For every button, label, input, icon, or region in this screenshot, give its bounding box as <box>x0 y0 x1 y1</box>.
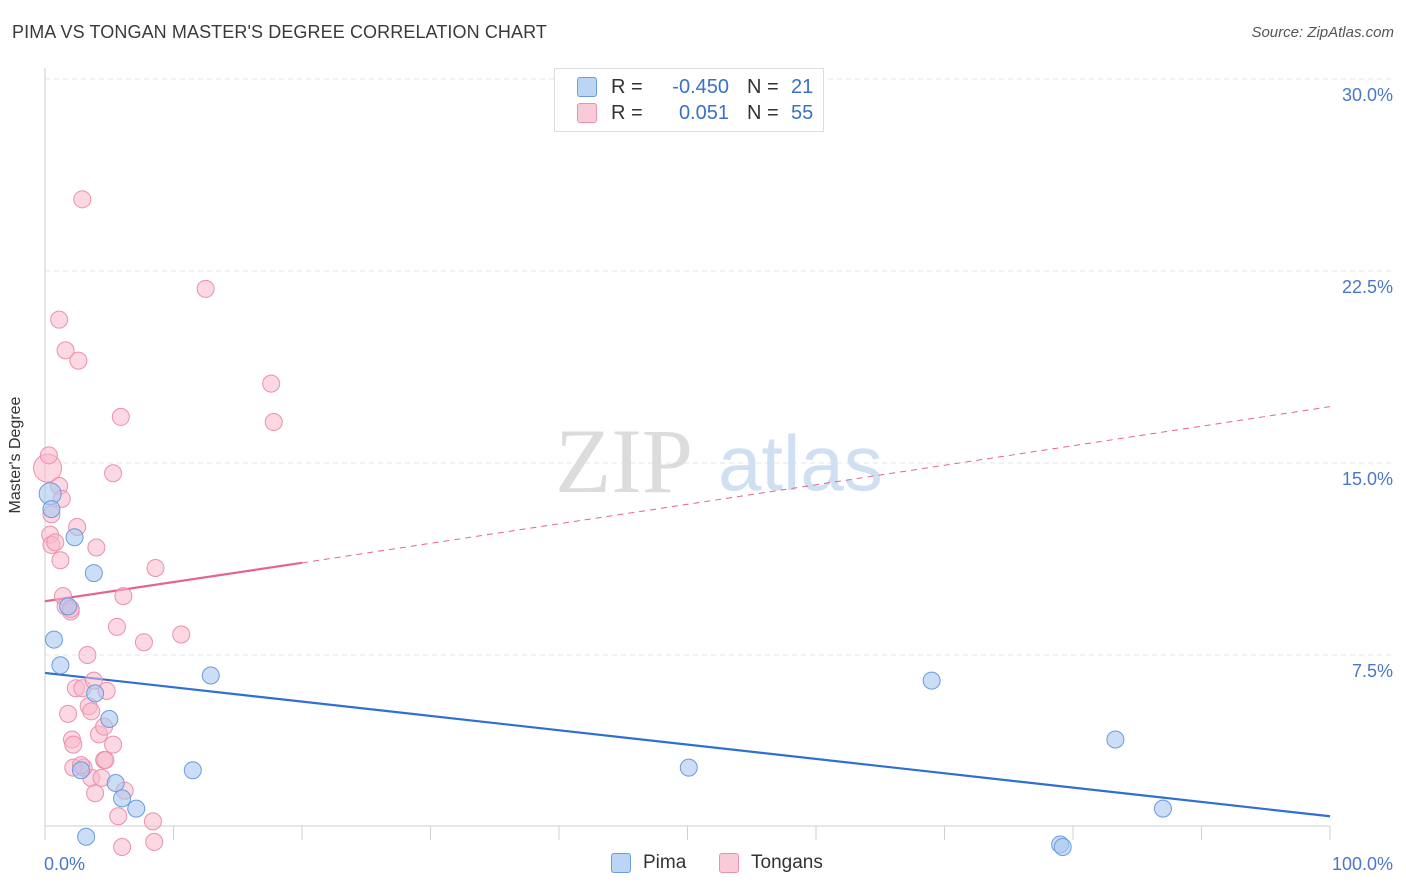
pima-point <box>127 799 146 818</box>
series-legend-label: Pima <box>643 852 687 873</box>
pima-point <box>84 564 103 583</box>
legend-n-label: N = <box>747 75 779 98</box>
legend-n-value: 55 <box>791 101 814 124</box>
tongan-point <box>87 538 106 557</box>
pima-swatch <box>611 853 631 873</box>
pima-point <box>201 666 220 685</box>
tongan-point <box>104 735 123 754</box>
tongan-point <box>104 464 123 483</box>
grid-lines <box>45 78 1392 656</box>
y-axis-title: Master's Degree <box>7 396 24 514</box>
series-legend-label: Tongans <box>751 852 823 873</box>
pima-point <box>71 761 90 780</box>
y-tick-label: 30.0% <box>1342 85 1393 105</box>
y-tick-labels: 7.5% 15.0% 22.5% 30.0% <box>1342 85 1393 681</box>
tongan-point <box>73 190 92 209</box>
y-tick-label: 22.5% <box>1342 277 1393 297</box>
x-tick-labels: 0.0% 100.0% <box>44 854 1393 874</box>
pima-point <box>183 761 202 780</box>
axes <box>44 68 1331 840</box>
tongan-point <box>46 533 65 552</box>
tongan-point <box>59 704 78 723</box>
pima-point <box>113 789 132 808</box>
legend-r-label: R = <box>611 75 643 98</box>
pima-point <box>59 597 78 616</box>
pima-point <box>1106 730 1125 749</box>
series-legend-tongans[interactable]: Tongans <box>719 852 823 874</box>
watermark: ZIP atlas <box>555 410 883 512</box>
tongan-point <box>107 617 126 636</box>
pima-point <box>65 528 84 547</box>
tongan-point <box>196 279 215 298</box>
tongan-points <box>33 190 283 856</box>
tongan-point <box>64 735 83 754</box>
y-tick-label: 7.5% <box>1352 661 1393 681</box>
pima-trend-line <box>44 671 1331 818</box>
x-tick-label: 0.0% <box>44 854 85 874</box>
pima-point <box>1153 799 1172 818</box>
tongan-trend-line <box>44 561 303 603</box>
legend-r-label: R = <box>611 101 643 124</box>
tongan-point <box>82 702 101 721</box>
pima-point <box>86 684 105 703</box>
tongan-point <box>86 784 105 803</box>
tongan-point <box>50 310 69 329</box>
tongan-swatch <box>577 103 597 123</box>
pima-point <box>679 758 698 777</box>
tongan-point <box>109 807 128 826</box>
pima-point <box>1053 838 1072 856</box>
legend-r-value: -0.450 <box>672 75 729 98</box>
correlation-legend: R = -0.450 N = 21 R = 0.051 N = 55 <box>554 68 824 132</box>
tongan-point <box>172 625 191 644</box>
x-tick-label: 100.0% <box>1332 854 1393 874</box>
tongan-point <box>113 838 132 856</box>
legend-r-value: 0.051 <box>678 101 729 124</box>
watermark-zip: ZIP <box>555 410 693 512</box>
tongan-point <box>78 646 97 664</box>
tongan-point <box>39 446 58 465</box>
tongan-point <box>56 341 75 360</box>
y-tick-label: 15.0% <box>1342 469 1393 489</box>
tongan-point <box>146 558 165 577</box>
watermark-atlas: atlas <box>718 419 883 507</box>
chart-source: Source: ZipAtlas.com <box>1251 24 1394 41</box>
pima-point <box>51 656 70 675</box>
pima-point <box>77 827 96 846</box>
tongan-trend-extension <box>301 406 1331 564</box>
pima-point <box>100 710 119 728</box>
tongan-swatch <box>719 853 739 873</box>
tongan-point <box>134 633 153 652</box>
pima-point <box>44 630 63 649</box>
tongan-point <box>96 750 115 769</box>
tongan-point <box>264 413 283 432</box>
series-legend: Pima Tongans <box>0 852 1406 878</box>
tongan-point <box>69 351 88 370</box>
legend-n-value: 21 <box>791 75 814 98</box>
legend-row-tongans: R = 0.051 N = 55 <box>577 100 813 126</box>
series-legend-pima[interactable]: Pima <box>611 852 686 874</box>
legend-n-label: N = <box>747 101 779 124</box>
pima-swatch <box>577 77 597 97</box>
pima-point <box>106 774 125 792</box>
trend-lines <box>44 406 1331 818</box>
pima-point <box>42 500 61 519</box>
tongan-point <box>51 551 70 570</box>
legend-row-pima: R = -0.450 N = 21 <box>577 74 813 100</box>
tongan-point <box>143 812 162 831</box>
tongan-point <box>145 832 164 851</box>
tongan-point <box>111 407 130 426</box>
tongan-point <box>114 587 133 606</box>
tongan-point <box>262 374 281 393</box>
pima-points <box>38 482 1172 856</box>
pima-point <box>922 671 941 690</box>
chart-title: PIMA VS TONGAN MASTER'S DEGREE CORRELATI… <box>12 22 547 42</box>
